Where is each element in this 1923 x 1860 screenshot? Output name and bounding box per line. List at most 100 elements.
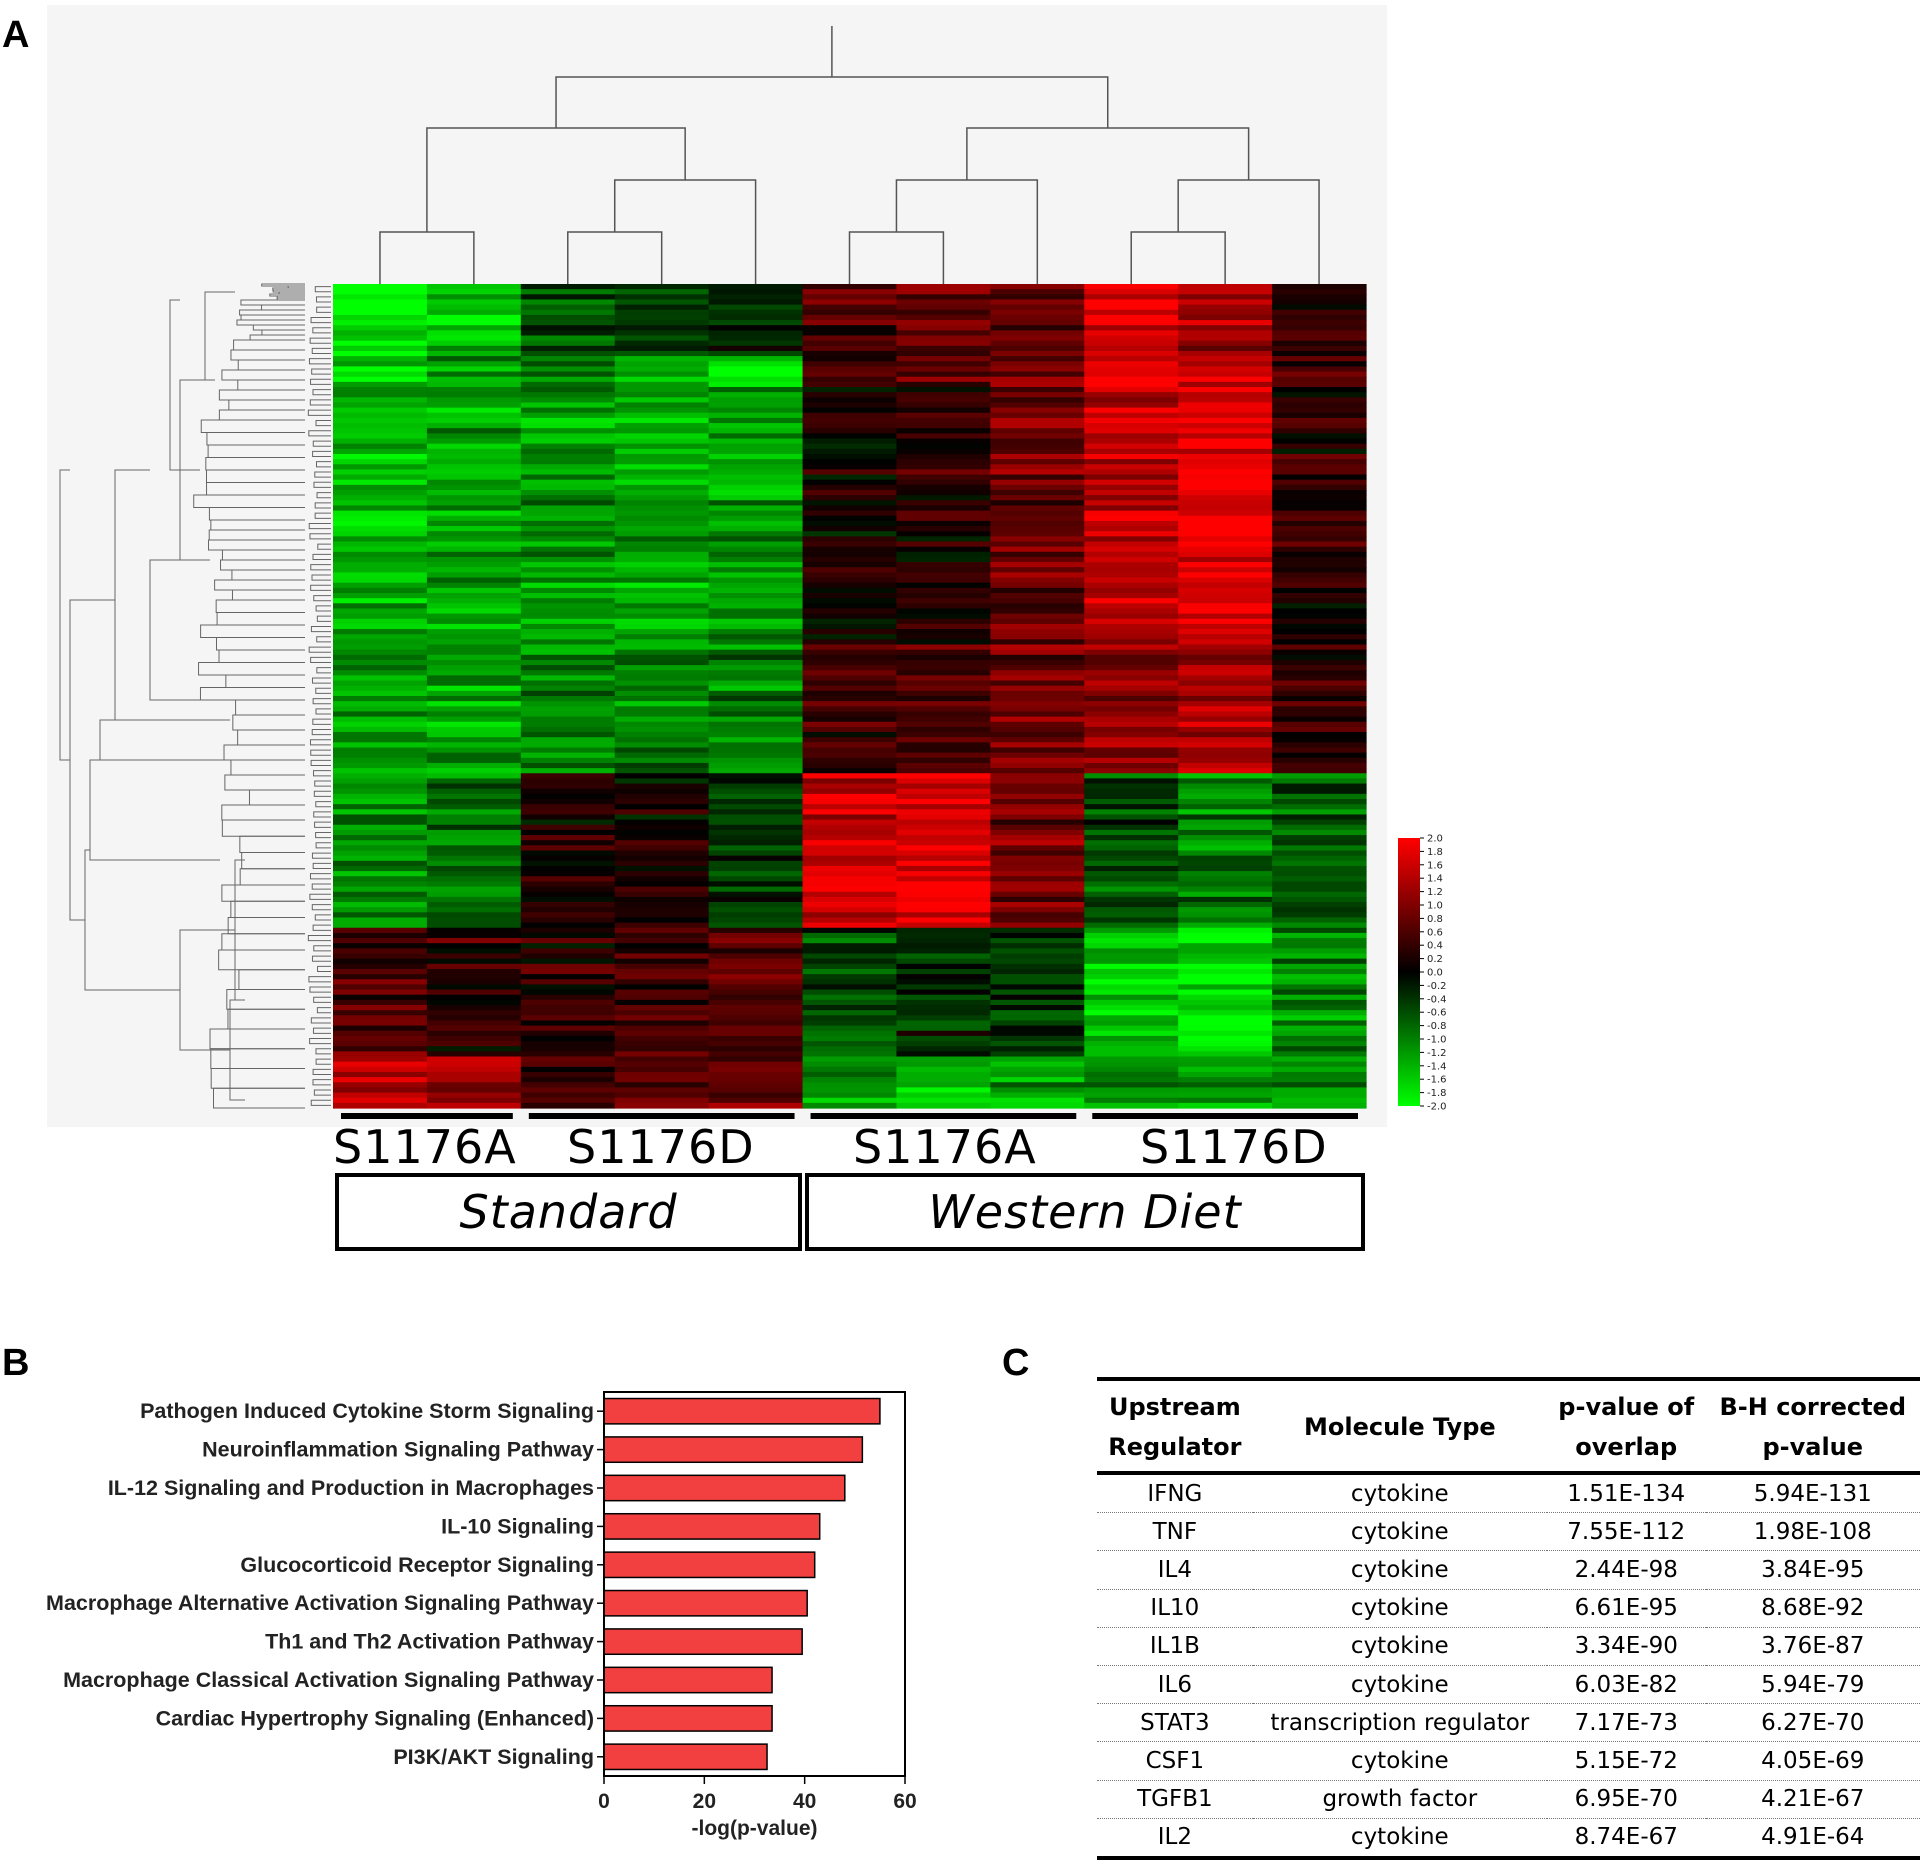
heatmap-cell	[426, 438, 522, 445]
heatmap-cell	[426, 778, 522, 785]
heatmap-cell	[1272, 428, 1367, 434]
heatmap-cell	[1084, 417, 1179, 424]
heatmap-cell	[614, 1030, 710, 1037]
heatmap-cell	[896, 330, 991, 337]
heatmap-cell	[708, 397, 804, 404]
heatmap-cell	[426, 829, 522, 836]
heatmap-cell	[520, 907, 616, 913]
heatmap-cell	[802, 701, 898, 707]
heatmap-cell	[896, 999, 991, 1006]
heatmap-cell	[520, 551, 616, 558]
heatmap-cell	[333, 474, 428, 481]
heatmap-cell	[1272, 649, 1367, 656]
heatmap-cell	[1178, 840, 1273, 846]
heatmap-cell	[990, 979, 1085, 985]
heatmap-cell	[614, 917, 710, 924]
heatmap-cell	[1178, 799, 1273, 805]
heatmap-cell	[896, 598, 991, 604]
heatmap-cell	[1178, 433, 1273, 440]
heatmap-cell	[708, 1061, 804, 1068]
heatmap-cell	[426, 654, 522, 661]
heatmap-cell	[520, 443, 616, 450]
heatmap-cell	[1272, 726, 1367, 733]
heatmap-cell	[896, 907, 991, 913]
heatmap-cell	[614, 484, 710, 491]
heatmap-cell	[1178, 361, 1273, 367]
heatmap-cell	[1178, 1041, 1273, 1047]
heatmap-cell	[520, 469, 616, 476]
heatmap-cell	[426, 865, 522, 872]
heatmap-cell	[1084, 541, 1179, 548]
heatmap-cell	[426, 793, 522, 800]
heatmap-cell	[896, 716, 991, 723]
heatmap-cell	[990, 510, 1085, 517]
heatmap-cell	[333, 289, 428, 295]
heatmap-cell	[990, 582, 1085, 589]
heatmap-cell	[896, 562, 991, 568]
heatmap-cell	[333, 618, 428, 625]
heatmap-cell	[802, 1102, 898, 1109]
heatmap-cell	[426, 876, 522, 882]
heatmap-cell	[802, 860, 898, 867]
dendrogram-branch	[309, 986, 331, 993]
heatmap-cell	[333, 896, 428, 903]
heatmap-cell	[520, 453, 616, 460]
heatmap-cell	[802, 587, 898, 594]
dendrogram-branch	[311, 574, 331, 581]
heatmap-cell	[1084, 1025, 1179, 1032]
heatmap-cell	[1178, 474, 1273, 481]
heatmap-cell	[333, 927, 428, 934]
heatmap-cell	[1272, 907, 1367, 913]
heatmap-cell	[1178, 320, 1273, 326]
heatmap-cell	[1178, 886, 1273, 893]
heatmap-cell	[802, 968, 898, 975]
heatmap-cell	[708, 438, 804, 445]
heatmap-figure: 2.01.81.61.41.21.00.80.60.40.20.0-0.2-0.…	[59, 26, 1447, 1119]
heatmap-cell	[426, 690, 522, 697]
heatmap-cell	[1084, 340, 1179, 347]
heatmap-cell	[520, 345, 616, 352]
heatmap-cell	[896, 721, 991, 728]
heatmap-cell	[708, 644, 804, 651]
heatmap-cell	[614, 855, 710, 862]
heatmap-cell	[333, 984, 428, 991]
heatmap-cell	[802, 752, 898, 759]
heatmap-cell	[802, 562, 898, 568]
heatmap-cell	[614, 407, 710, 414]
heatmap-cell	[802, 613, 898, 620]
heatmap-cell	[896, 412, 991, 419]
heatmap-cell	[1178, 572, 1273, 579]
heatmap-cell	[802, 361, 898, 367]
dendrogram-branch	[312, 1027, 331, 1034]
heatmap-cell	[708, 670, 804, 676]
heatmap-cells	[333, 284, 1367, 1109]
heatmap-cell	[802, 757, 898, 764]
heatmap-cell	[1178, 855, 1273, 862]
heatmap-cell	[802, 350, 898, 357]
heatmap-cell	[520, 387, 616, 393]
heatmap-cell	[896, 799, 991, 805]
dendrogram-branch	[310, 1099, 331, 1106]
heatmap-cell	[1272, 294, 1367, 301]
heatmap-cell	[1084, 299, 1179, 306]
heatmap-cell	[1272, 639, 1367, 646]
heatmap-cell	[426, 510, 522, 517]
heatmap-cell	[1272, 742, 1367, 749]
bar	[603, 1743, 768, 1771]
color-scale-tick-label: -1.0	[1427, 1035, 1447, 1046]
heatmap-cell	[614, 654, 710, 661]
heatmap-cell	[333, 613, 428, 620]
heatmap-cell	[614, 804, 710, 810]
heatmap-cell	[1178, 1082, 1273, 1088]
heatmap-cell	[426, 284, 522, 290]
heatmap-cell	[1084, 886, 1179, 893]
heatmap-cell	[990, 1097, 1085, 1104]
heatmap-cell	[1084, 330, 1179, 337]
heatmap-cell	[708, 613, 804, 620]
heatmap-cell	[896, 1097, 991, 1104]
heatmap-cell	[896, 1087, 991, 1094]
x-axis-label: -log(p-value)	[692, 1817, 818, 1840]
heatmap-cell	[708, 474, 804, 481]
heatmap-cell	[1084, 577, 1179, 584]
heatmap-cell	[802, 953, 898, 960]
